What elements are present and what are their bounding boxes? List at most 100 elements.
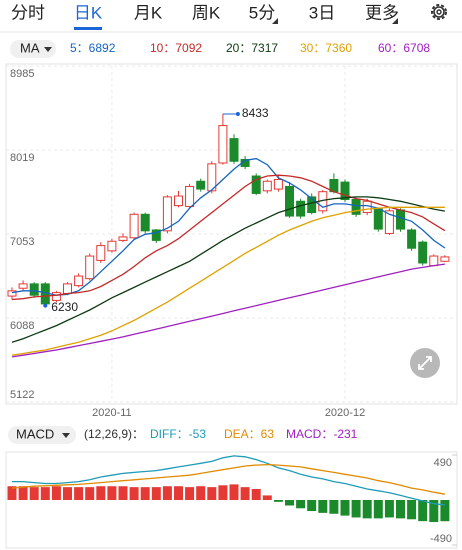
candle-body <box>373 208 383 230</box>
macd-bar <box>285 500 294 506</box>
candle-body <box>285 185 294 217</box>
max-dot <box>235 112 240 117</box>
macd-bar <box>384 500 394 518</box>
macd-bar <box>162 486 172 500</box>
candle-body <box>174 195 183 207</box>
candle-body <box>207 163 217 192</box>
candle-body <box>185 185 195 207</box>
gear-ring <box>433 6 445 18</box>
macd-bar <box>373 500 383 519</box>
candle <box>140 212 150 234</box>
candle-body <box>407 229 417 249</box>
candle-body <box>340 181 350 201</box>
candle-body <box>151 229 161 241</box>
macd-bar <box>118 486 128 500</box>
candle <box>18 280 28 291</box>
macd-bar <box>74 487 84 500</box>
candle-body <box>85 255 95 280</box>
tab[interactable]: 分时 <box>11 3 45 22</box>
macd-bar <box>251 488 261 500</box>
candle <box>296 198 306 219</box>
macd-line <box>12 455 445 506</box>
macd-bar <box>340 500 350 516</box>
macd-bar <box>329 500 339 514</box>
min-dot <box>43 303 48 308</box>
ma-dropdown-icon <box>44 47 52 52</box>
macd-bar <box>418 500 428 522</box>
macd-bar <box>362 500 372 519</box>
candle-body <box>107 240 117 252</box>
candle <box>340 179 350 203</box>
macd-bar <box>218 485 228 500</box>
macd-bar <box>185 487 195 500</box>
fullscreen-arrows <box>418 356 432 370</box>
candle <box>7 287 17 300</box>
candle-body <box>418 241 428 264</box>
tab[interactable]: 更多 <box>365 3 399 22</box>
macd-bar <box>429 500 439 523</box>
macd-button[interactable] <box>8 426 76 444</box>
x-tick-label: 2020-11 <box>92 407 132 419</box>
macd-dropdown-icon <box>62 433 70 438</box>
macd-bar <box>174 486 183 500</box>
candle <box>218 114 228 165</box>
candle-body <box>218 125 228 164</box>
ma-line <box>11 174 446 301</box>
candle <box>107 238 117 253</box>
settings-icon[interactable] <box>431 4 447 20</box>
tab[interactable]: 5分 <box>249 3 275 22</box>
macd-bar <box>262 495 272 500</box>
y-tick-label: 5122 <box>10 389 34 401</box>
ma-button[interactable] <box>10 40 56 58</box>
macd-bar <box>85 487 95 500</box>
y-tick-label: 8985 <box>10 68 34 80</box>
ma-line <box>11 263 445 358</box>
x-tick-label: 2020-12 <box>325 407 365 419</box>
legend-entry: DIFF：-53 <box>150 427 206 441</box>
candle <box>262 179 272 194</box>
legend-entry: 5：6892 <box>70 41 116 55</box>
candle <box>29 282 39 298</box>
candle-body <box>307 196 317 214</box>
candle-body <box>18 283 28 289</box>
tab[interactable]: 日K <box>74 3 103 22</box>
macd-bar <box>96 486 106 500</box>
macd-bar <box>196 486 206 500</box>
candle <box>351 197 361 217</box>
tab[interactable]: 周K <box>192 3 221 22</box>
candle-body <box>129 213 139 239</box>
candle-body <box>162 196 172 232</box>
macd-bar <box>40 487 50 500</box>
min-label: 6230 <box>51 300 78 314</box>
macd-bar <box>351 500 361 518</box>
legend-entry: 20：7317 <box>226 41 278 55</box>
macd-bar <box>140 487 150 500</box>
candle-body <box>196 180 206 190</box>
candle-body <box>96 245 106 261</box>
candle <box>85 253 95 281</box>
macd-bar <box>296 500 306 509</box>
y-tick-label: -490 <box>430 533 452 545</box>
candle <box>251 173 261 196</box>
tab[interactable]: 3日 <box>309 3 335 22</box>
tab-corner-icon <box>392 18 398 24</box>
legend-entry: DEA：63 <box>224 427 274 441</box>
candle <box>384 208 394 236</box>
macd-bar <box>151 487 161 500</box>
candle <box>207 161 217 194</box>
candle <box>118 233 128 243</box>
macd-label: MACD <box>16 426 54 441</box>
macd-bar <box>440 500 450 522</box>
candle-body <box>351 199 361 215</box>
macd-bar <box>229 484 239 500</box>
candle <box>307 193 317 215</box>
macd-bar <box>51 486 61 500</box>
candle <box>373 207 383 232</box>
fullscreen-button[interactable] <box>410 348 440 378</box>
indicator-label: MA <box>20 40 40 55</box>
candle-body <box>29 283 39 296</box>
tab[interactable]: 月K <box>134 3 163 22</box>
max-label: 8433 <box>242 106 269 120</box>
macd-bar <box>273 500 283 502</box>
ma-line <box>11 157 446 296</box>
